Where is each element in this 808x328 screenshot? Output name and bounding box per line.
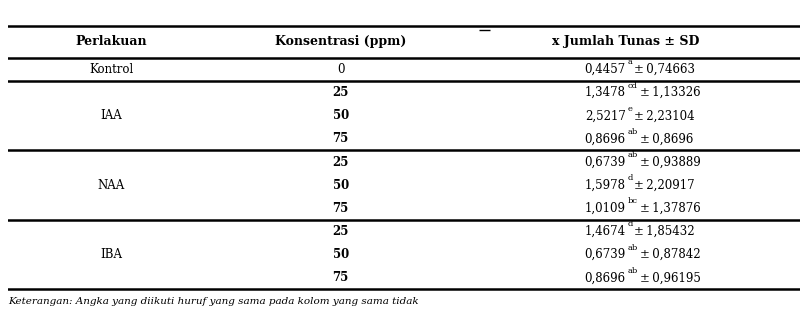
- Text: 25: 25: [332, 225, 349, 238]
- Text: 1,4674: 1,4674: [585, 225, 625, 238]
- Text: 0,6739: 0,6739: [584, 248, 625, 261]
- Text: ab: ab: [627, 244, 638, 252]
- Text: d: d: [627, 174, 633, 182]
- Text: 25: 25: [332, 155, 349, 169]
- Text: 0,8696: 0,8696: [585, 133, 625, 145]
- Text: 50: 50: [333, 109, 349, 122]
- Text: Perlakuan: Perlakuan: [75, 35, 147, 48]
- Text: ± 2,23104: ± 2,23104: [633, 109, 694, 122]
- Text: ± 1,37876: ± 1,37876: [640, 202, 701, 215]
- Text: 1,0109: 1,0109: [585, 202, 625, 215]
- Text: x Jumlah Tunas ± SD: x Jumlah Tunas ± SD: [552, 35, 700, 48]
- Text: ± 0,87842: ± 0,87842: [640, 248, 701, 261]
- Text: IBA: IBA: [100, 248, 122, 261]
- Text: 0: 0: [337, 63, 344, 76]
- Text: ab: ab: [627, 267, 638, 275]
- Text: d: d: [627, 220, 633, 228]
- Text: Kontrol: Kontrol: [89, 63, 133, 76]
- Text: 25: 25: [332, 86, 349, 99]
- Text: ab: ab: [627, 151, 638, 159]
- Text: cd: cd: [627, 82, 638, 90]
- Text: ab: ab: [627, 128, 638, 136]
- Text: bc: bc: [627, 197, 638, 205]
- Text: ± 0,96195: ± 0,96195: [640, 271, 701, 284]
- Text: e: e: [627, 105, 632, 113]
- Text: ± 0,8696: ± 0,8696: [640, 133, 693, 145]
- Text: a: a: [627, 58, 632, 67]
- Text: 75: 75: [333, 271, 349, 284]
- Text: ± 1,85432: ± 1,85432: [633, 225, 694, 238]
- Text: 0,8696: 0,8696: [585, 271, 625, 284]
- Text: 0,4457: 0,4457: [584, 63, 625, 76]
- Text: 75: 75: [333, 202, 349, 215]
- Text: 50: 50: [333, 248, 349, 261]
- Text: 2,5217: 2,5217: [585, 109, 625, 122]
- Text: IAA: IAA: [100, 109, 122, 122]
- Text: ± 0,74663: ± 0,74663: [633, 63, 695, 76]
- Text: Konsentrasi (ppm): Konsentrasi (ppm): [275, 35, 406, 48]
- Text: ± 0,93889: ± 0,93889: [640, 155, 701, 169]
- Text: 1,5978: 1,5978: [585, 179, 625, 192]
- Text: 75: 75: [333, 133, 349, 145]
- Text: 1,3478: 1,3478: [585, 86, 625, 99]
- Text: ± 1,13326: ± 1,13326: [640, 86, 701, 99]
- Text: Keterangan: Angka yang diikuti huruf yang sama pada kolom yang sama tidak: Keterangan: Angka yang diikuti huruf yan…: [8, 297, 419, 306]
- Text: NAA: NAA: [98, 179, 124, 192]
- Text: 0,6739: 0,6739: [584, 155, 625, 169]
- Text: 50: 50: [333, 179, 349, 192]
- Text: ± 2,20917: ± 2,20917: [633, 179, 694, 192]
